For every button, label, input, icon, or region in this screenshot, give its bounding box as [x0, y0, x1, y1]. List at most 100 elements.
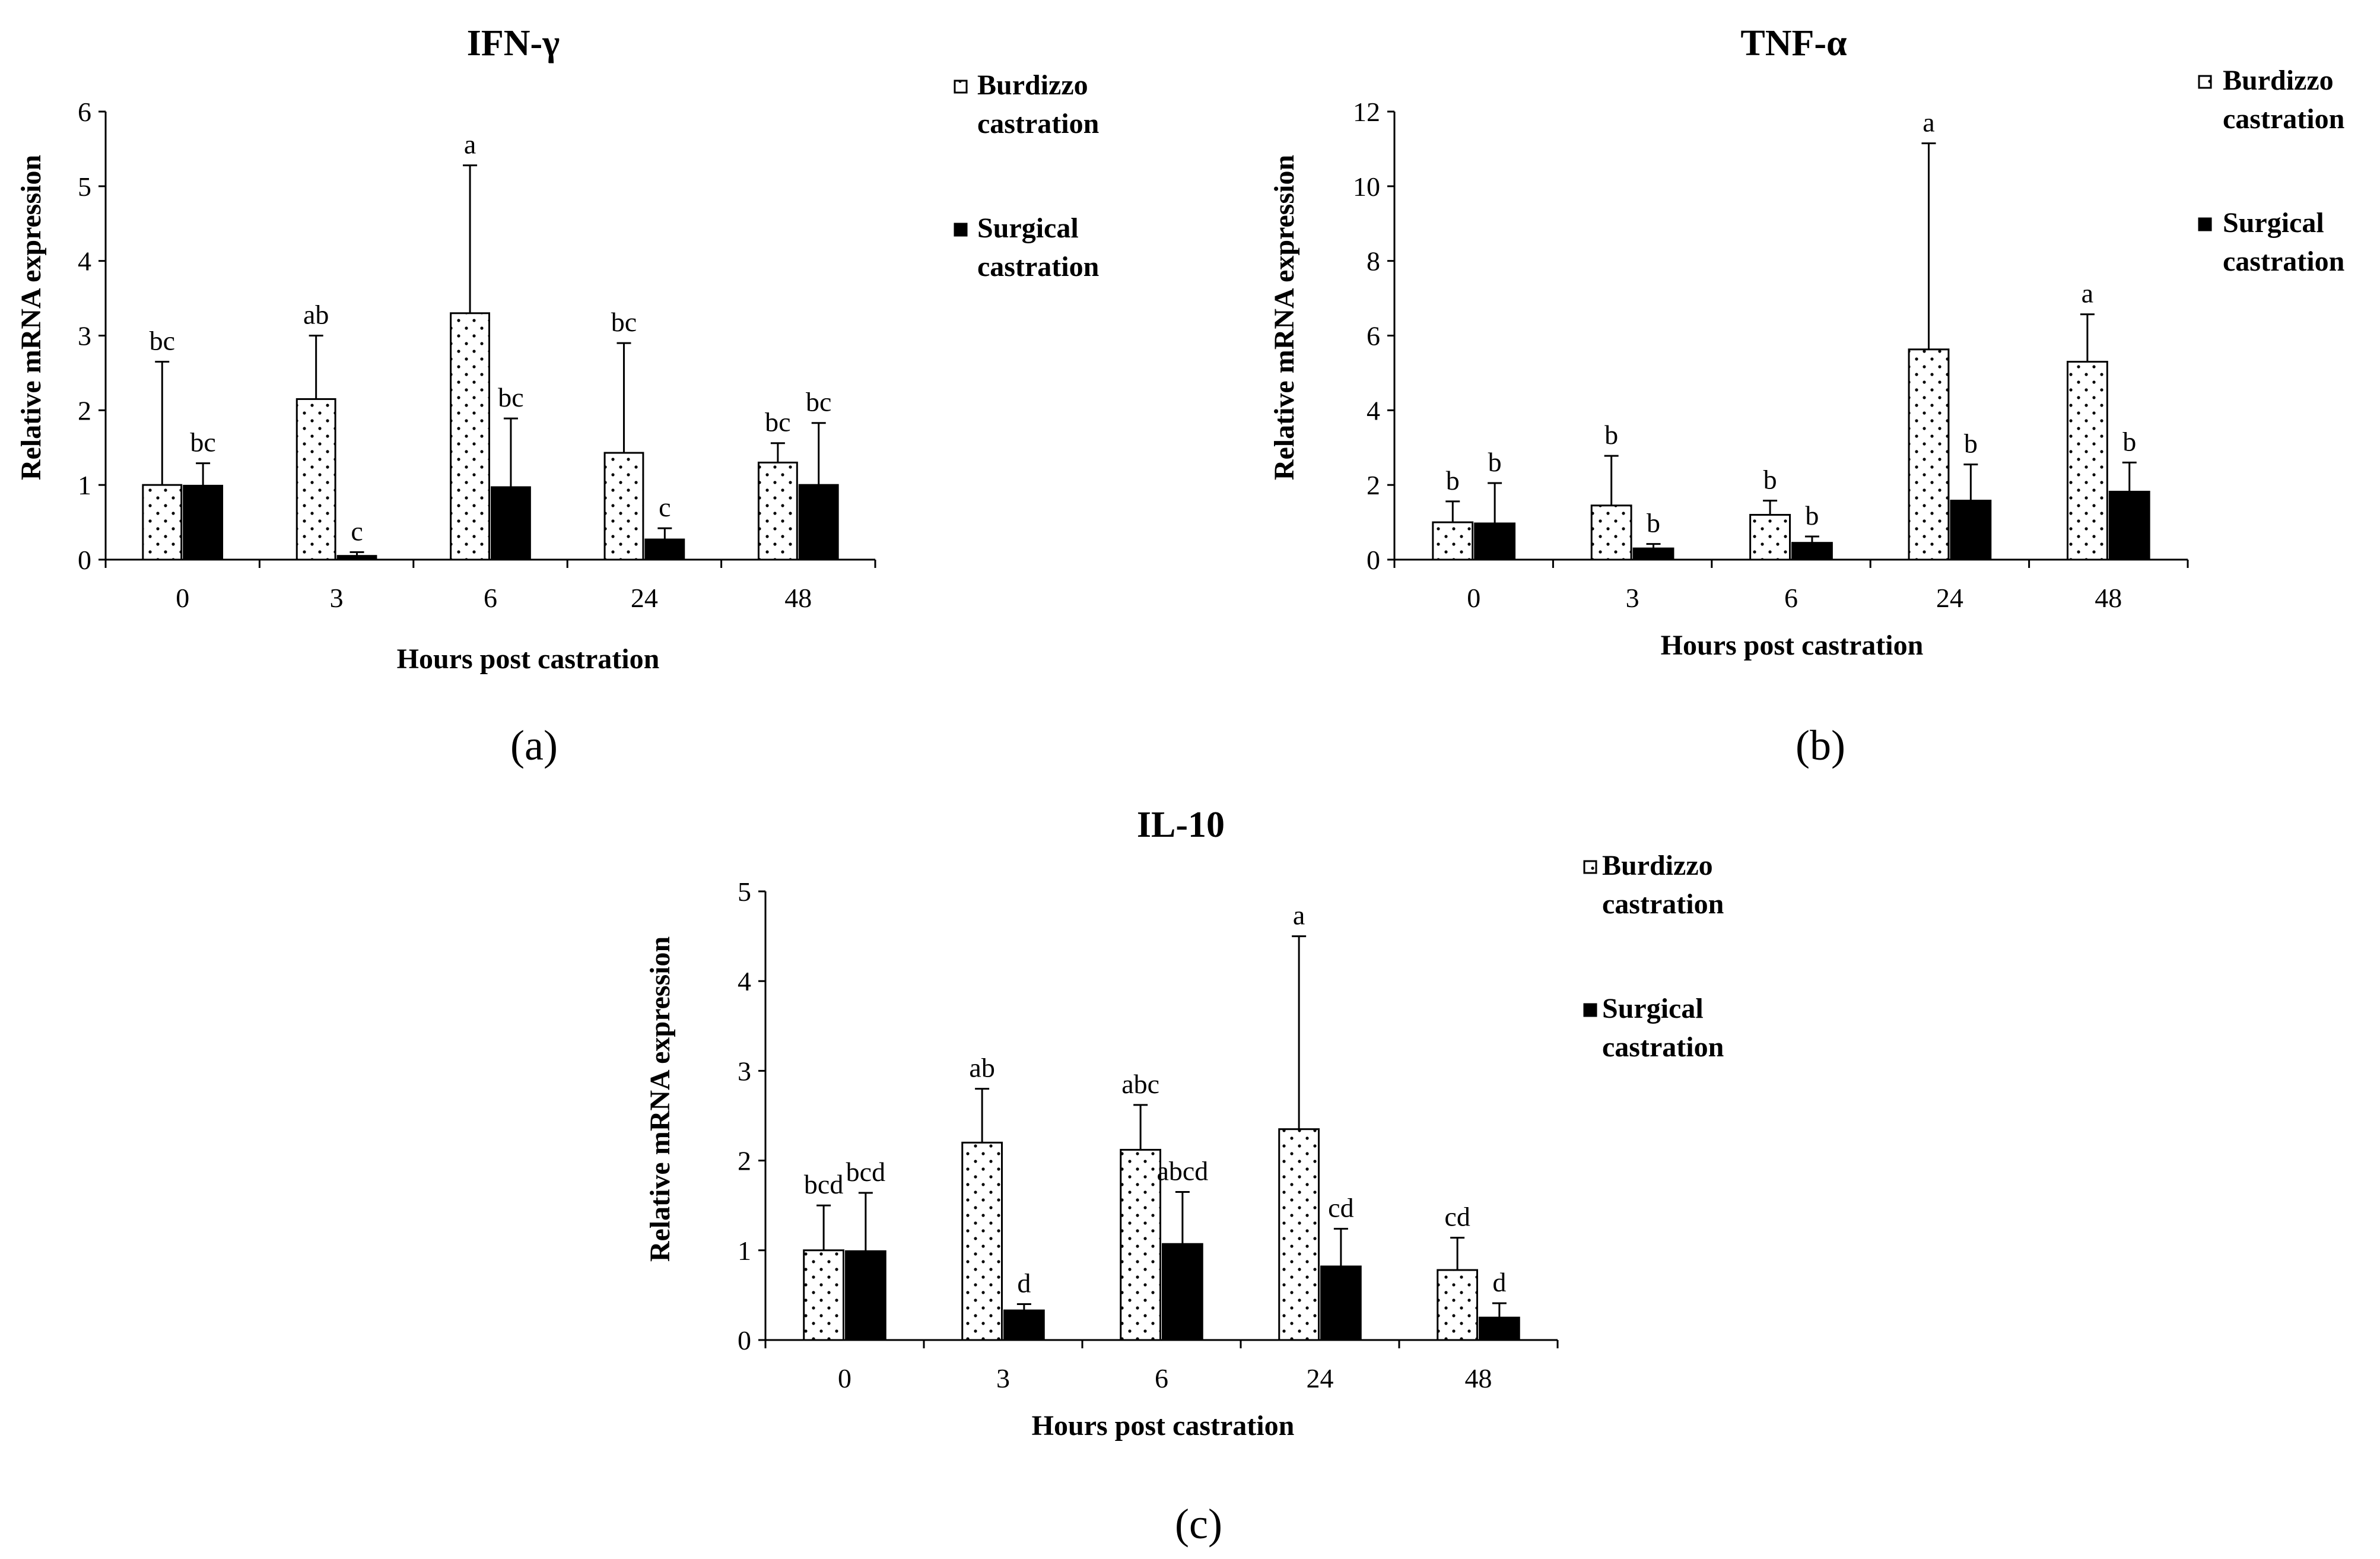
significance-label: c	[351, 516, 363, 546]
significance-label: abc	[1121, 1069, 1159, 1099]
panel-label: (b)	[1796, 722, 1845, 769]
y-tick-label: 5	[78, 172, 91, 202]
x-tick-label: 6	[1155, 1363, 1168, 1393]
bar-burdizzo	[1120, 1148, 1161, 1341]
significance-label: bcd	[804, 1169, 843, 1199]
y-tick-label: 3	[738, 1056, 751, 1086]
bar-burdizzo	[803, 1249, 844, 1341]
significance-label: d	[1017, 1268, 1031, 1298]
bar-burdizzo	[1432, 521, 1474, 561]
significance-label: b	[1647, 508, 1660, 538]
panel-label: (a)	[510, 722, 558, 769]
x-axis-title: Hours post castration	[1661, 630, 1924, 661]
chart-panel-ifn-gamma: IFN-γ Relative mRNA expression Hours pos…	[15, 23, 1099, 769]
y-tick-label: 6	[78, 97, 91, 127]
significance-label: b	[1964, 428, 1978, 459]
x-tick-label: 3	[330, 583, 344, 613]
chart-title: TNF-α	[1740, 23, 1847, 63]
legend: Burdizzo castration Surgical castration	[1583, 850, 1724, 1063]
x-axis-title: Hours post castration	[397, 643, 660, 675]
bar-burdizzo	[757, 461, 798, 561]
legend-swatch-burdizzo	[1583, 860, 1597, 874]
significance-label: a	[464, 129, 476, 160]
legend: Burdizzo castration Surgical castration	[2198, 65, 2344, 277]
bar-surgical	[1320, 1265, 1362, 1341]
significance-label: cd	[1328, 1193, 1353, 1223]
y-tick-label: 2	[738, 1146, 751, 1176]
y-tick-label: 4	[78, 246, 91, 277]
legend-swatch-surgical	[954, 223, 968, 237]
bar-burdizzo	[603, 452, 644, 561]
significance-label: bc	[611, 307, 637, 337]
chart-title: IL-10	[1137, 805, 1225, 845]
legend-label-surgical-line1: Surgical	[2223, 207, 2324, 239]
y-tick-label: 0	[738, 1325, 751, 1355]
y-tick-label: 6	[1367, 321, 1380, 351]
legend-label-burdizzo-line1: Burdizzo	[2223, 65, 2334, 96]
y-tick-label: 12	[1353, 97, 1380, 127]
significance-label: ab	[303, 300, 329, 330]
bar-surgical	[644, 538, 685, 561]
significance-label: b	[1763, 465, 1777, 495]
significance-label: ab	[969, 1053, 994, 1083]
bar-surgical	[845, 1250, 886, 1341]
significance-label: b	[1488, 447, 1502, 477]
significance-label: a	[2082, 278, 2093, 309]
chart-title: IFN-γ	[467, 23, 560, 63]
x-tick-label: 48	[1465, 1363, 1492, 1393]
chart-panel-il-10: IL-10 Relative mRNA expression Hours pos…	[644, 805, 1724, 1548]
bar-surgical	[1479, 1316, 1520, 1341]
bar-burdizzo	[1749, 514, 1791, 561]
legend-label-surgical-line1: Surgical	[1602, 993, 1704, 1024]
x-tick-label: 0	[176, 583, 189, 613]
significance-label: abcd	[1156, 1156, 1208, 1186]
bar-burdizzo	[295, 398, 336, 561]
x-tick-label: 6	[484, 583, 497, 613]
legend-label-surgical-line2: castration	[977, 251, 1099, 282]
bar-surgical	[1791, 542, 1833, 561]
y-tick-label: 5	[738, 877, 751, 907]
bar-burdizzo	[142, 484, 183, 561]
plot-area: 0 1 2 3 4 5 0 3 6 24 48 bcd ab abc a cd bcd d abcd cd d	[738, 877, 1559, 1393]
legend-label-surgical-line2: castration	[2223, 246, 2344, 277]
x-tick-label: 24	[631, 583, 658, 613]
significance-label: bc	[150, 326, 175, 356]
legend-swatch-surgical	[1583, 1003, 1597, 1017]
significance-label: bc	[190, 427, 215, 458]
significance-label: a	[1923, 107, 1934, 137]
y-tick-label: 3	[78, 321, 91, 351]
x-tick-label: 0	[838, 1363, 851, 1393]
legend-label-burdizzo-line1: Burdizzo	[977, 69, 1088, 101]
bar-surgical	[2108, 490, 2150, 561]
legend-swatch-burdizzo	[954, 80, 968, 94]
bar-surgical	[491, 486, 531, 561]
significance-label: b	[1805, 500, 1819, 531]
x-tick-label: 3	[996, 1363, 1010, 1393]
x-tick-label: 6	[1784, 583, 1798, 613]
legend-label-surgical-line1: Surgical	[977, 212, 1079, 244]
bar-surgical	[1632, 547, 1674, 561]
significance-label: b	[1604, 420, 1618, 450]
x-tick-label: 0	[1467, 583, 1480, 613]
bar-burdizzo	[961, 1141, 1003, 1341]
y-axis-title: Relative mRNA expression	[1269, 155, 1300, 480]
bar-burdizzo	[450, 312, 491, 561]
bar-surgical	[336, 555, 377, 561]
x-tick-label: 48	[784, 583, 812, 613]
x-tick-label: 3	[1626, 583, 1639, 613]
y-tick-label: 8	[1367, 246, 1380, 277]
bar-surgical	[798, 484, 839, 561]
legend-label-burdizzo-line2: castration	[2223, 103, 2344, 135]
x-tick-label: 48	[2095, 583, 2122, 613]
y-tick-label: 10	[1353, 172, 1380, 202]
x-tick-label: 24	[1936, 583, 1963, 613]
bar-surgical	[1950, 500, 1992, 561]
bar-burdizzo	[1278, 1128, 1320, 1341]
significance-label: bc	[498, 382, 523, 412]
legend-label-burdizzo-line1: Burdizzo	[1602, 850, 1713, 881]
panel-label: (c)	[1175, 1500, 1222, 1548]
chart-panel-tnf-alpha: TNF-α Relative mRNA expression Hours pos…	[1269, 23, 2344, 769]
significance-label: a	[1293, 900, 1305, 931]
bar-burdizzo	[1908, 348, 1950, 561]
